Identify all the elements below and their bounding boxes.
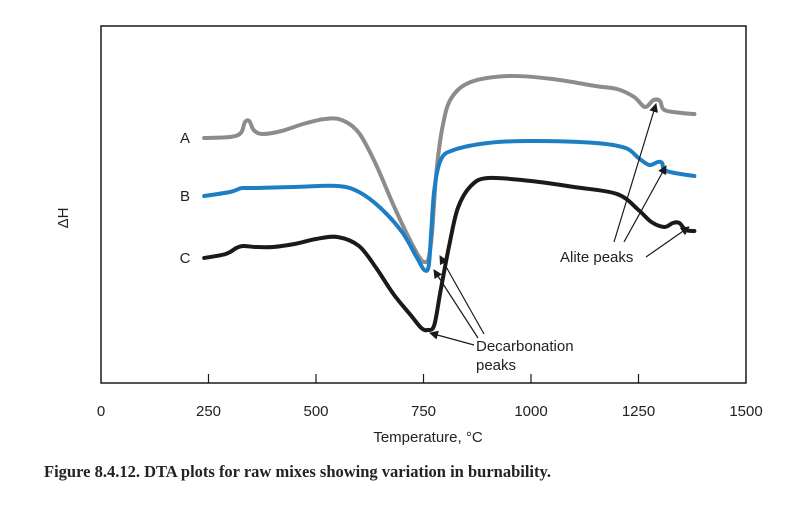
- x-tick-label-500: 500: [303, 403, 328, 420]
- figure-caption: Figure 8.4.12. DTA plots for raw mixes s…: [44, 462, 551, 481]
- x-tick-label-1250: 1250: [622, 403, 655, 420]
- decarb-label-line-1: Decarbonation: [476, 338, 574, 355]
- x-tick-label-0: 0: [97, 403, 105, 420]
- x-tick-label-250: 250: [196, 403, 221, 420]
- curve-label-c: C: [180, 250, 191, 267]
- x-tick-label-1000: 1000: [514, 403, 547, 420]
- decarbonation-annotation: Decarbonation peaks: [429, 255, 574, 374]
- decarb-label-line-2: peaks: [476, 357, 516, 374]
- decarb-arrow-a: [439, 255, 485, 335]
- decarb-arrow-b: [433, 269, 479, 339]
- curve-labels: A B C: [180, 130, 191, 267]
- curve-a: [202, 73, 697, 265]
- curves: [202, 73, 697, 333]
- x-axis-ticks: [207, 374, 640, 383]
- x-tick-label-750: 750: [411, 403, 436, 420]
- alite-arrow-b: [623, 165, 667, 243]
- x-axis-tick-labels: 0 250 500 750 1000 1250 1500: [97, 403, 763, 420]
- alite-label: Alite peaks: [560, 249, 633, 266]
- alite-arrow-c: [645, 226, 690, 258]
- x-tick-label-1500: 1500: [729, 403, 762, 420]
- alite-annotation: Alite peaks: [560, 103, 690, 266]
- alite-arrow-a: [613, 103, 658, 243]
- x-axis-label: Temperature, °C: [373, 429, 483, 446]
- y-axis-label: ΔH: [55, 208, 72, 229]
- curve-c: [202, 175, 697, 333]
- decarb-arrow-c: [429, 330, 475, 346]
- curve-b: [202, 139, 697, 273]
- curve-label-b: B: [180, 188, 190, 205]
- curve-label-a: A: [180, 130, 190, 147]
